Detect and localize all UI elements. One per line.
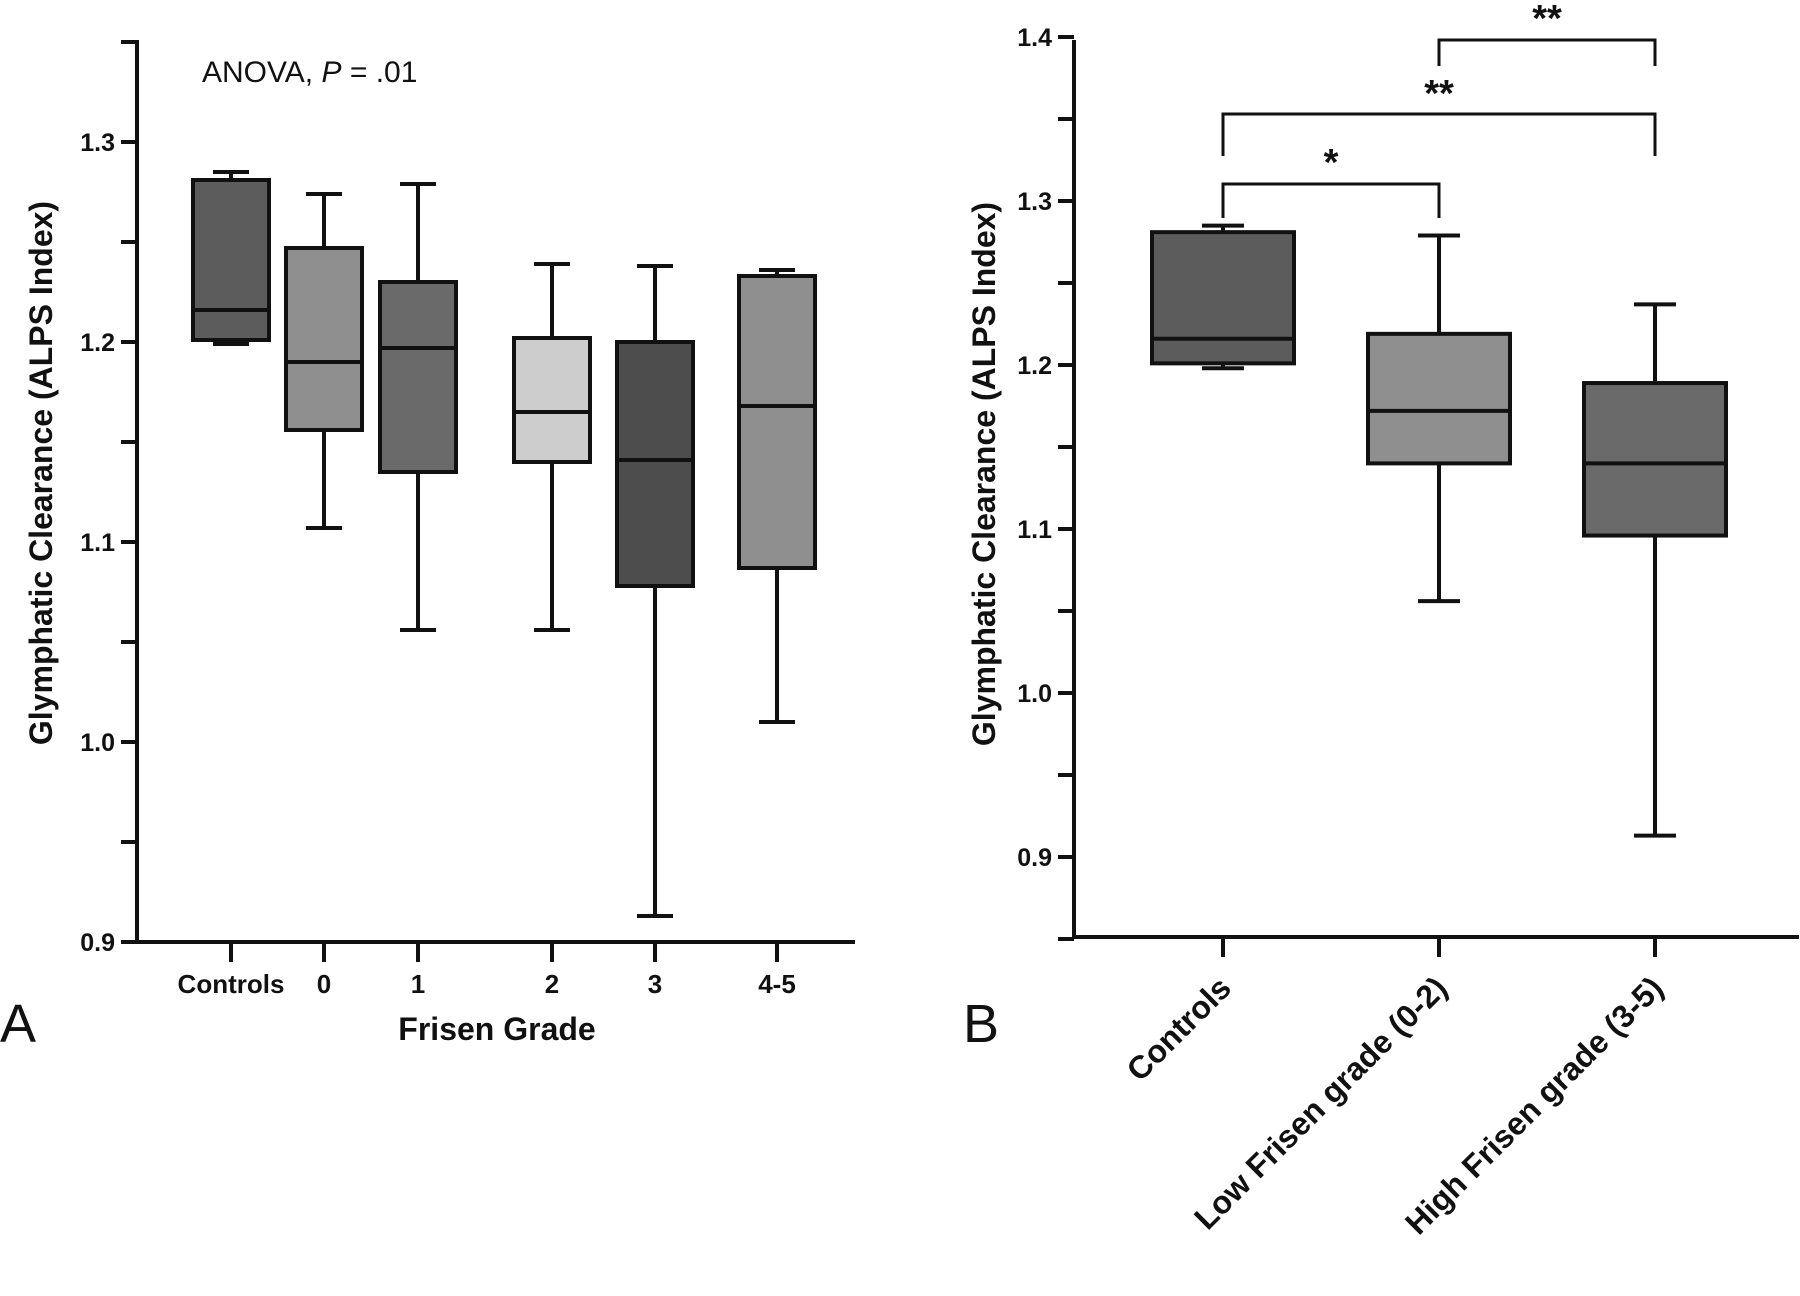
x-category-label: 3 — [648, 969, 662, 999]
box-5 — [737, 268, 817, 724]
box-2 — [378, 182, 458, 632]
iqr-box — [284, 246, 364, 432]
iqr-box — [1366, 331, 1512, 466]
panel-a-axes: 0.9 1.0 1.1 1.2 1.3 Controls 0 1 2 3 4-5 — [80, 40, 855, 999]
x-category-label: Low Frisen grade (0-2) — [1187, 969, 1454, 1236]
iqr-box — [378, 280, 458, 474]
panel-b-boxes — [1150, 223, 1728, 838]
x-category-label: 1 — [411, 969, 425, 999]
panel-a-boxes — [191, 170, 817, 918]
y-tick-label: 1.3 — [80, 129, 115, 157]
x-category-label: 2 — [545, 969, 559, 999]
significance-bracket — [1221, 112, 1657, 156]
panel-a: 0.9 1.0 1.1 1.2 1.3 Controls 0 1 2 3 4-5 ANOVA, P … — [0, 40, 855, 1054]
significance-label: ** — [1424, 73, 1454, 115]
x-category-label: High Frisen grade (3-5) — [1398, 969, 1670, 1241]
significance-label: ** — [1532, 0, 1562, 40]
y-tick-label: 1.0 — [80, 729, 115, 757]
panel-b-y-axis-title: Glymphatic Clearance (ALPS Index) — [966, 202, 1002, 746]
x-category-label: 4-5 — [758, 969, 796, 999]
significance-bracket — [1221, 182, 1441, 218]
significance-bracket — [1437, 38, 1657, 66]
iqr-box — [191, 178, 271, 342]
significance-label: * — [1324, 142, 1339, 184]
iqr-box — [512, 336, 592, 464]
box-4 — [615, 264, 695, 918]
y-tick-label: 1.2 — [80, 329, 115, 357]
y-tick-label: 1.1 — [80, 529, 115, 557]
y-tick-label: 0.9 — [1017, 844, 1052, 872]
iqr-box — [1150, 230, 1296, 366]
box-0 — [1150, 223, 1296, 371]
x-category-label: 0 — [317, 969, 331, 999]
panel-a-label: A — [0, 994, 36, 1054]
y-tick-label: 1.2 — [1017, 352, 1052, 380]
y-tick-label: 1.0 — [1017, 680, 1052, 708]
y-tick-label: 1.4 — [1017, 24, 1052, 52]
box-1 — [284, 192, 364, 530]
box-0 — [191, 170, 271, 346]
y-tick-label: 1.3 — [1017, 188, 1052, 216]
y-tick-label: 1.1 — [1017, 516, 1052, 544]
panel-a-y-axis-title: Glymphatic Clearance (ALPS Index) — [23, 201, 59, 745]
x-category-label: Controls — [178, 969, 285, 999]
iqr-box — [1582, 381, 1728, 538]
x-category-label: Controls — [1119, 969, 1237, 1087]
panel-a-x-axis-title: Frisen Grade — [398, 1011, 595, 1047]
box-2 — [1582, 302, 1728, 838]
panel-b-label: B — [963, 994, 999, 1054]
y-tick-label: 0.9 — [80, 929, 115, 957]
iqr-box — [615, 340, 695, 588]
box-3 — [512, 262, 592, 632]
panel-a-annotation: ANOVA, P = .01 — [202, 56, 417, 89]
panel-b-significance-brackets: ***** — [1221, 0, 1657, 218]
box-1 — [1366, 233, 1512, 604]
iqr-box — [737, 274, 817, 570]
